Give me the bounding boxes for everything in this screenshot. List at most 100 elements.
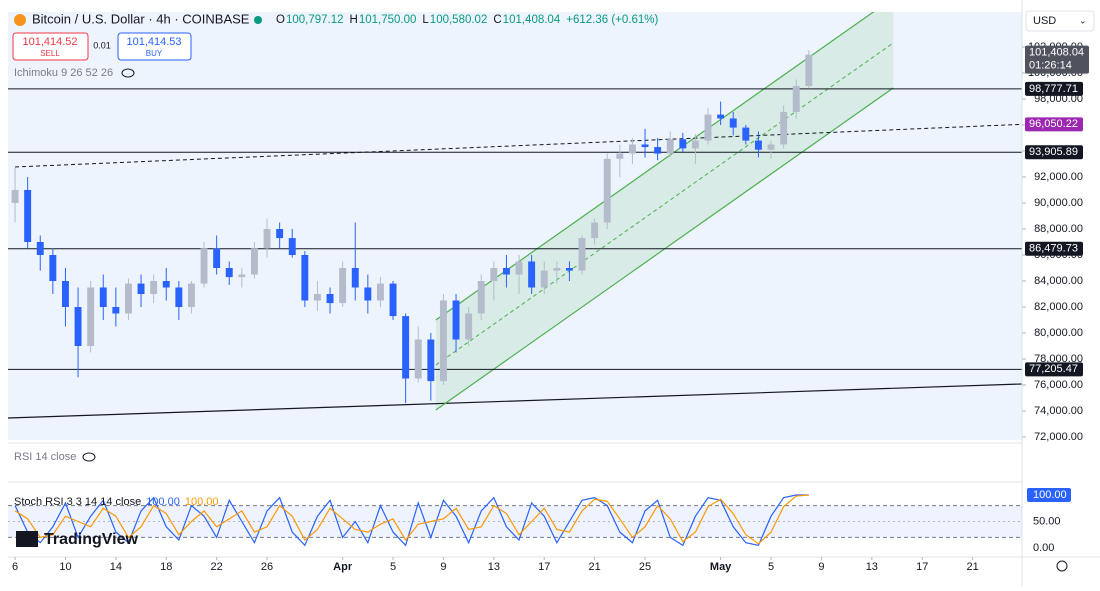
candle-body — [87, 287, 95, 347]
trendline — [8, 383, 1022, 419]
x-tick-label: 5 — [390, 561, 396, 573]
candle-body — [515, 261, 523, 275]
stoch-tick-label: 50.00 — [1033, 515, 1061, 527]
candle-body — [49, 254, 57, 281]
ohlc-key: H — [350, 14, 358, 26]
buy-label[interactable]: BUY — [146, 49, 163, 58]
level-label: 77,205.47 — [1029, 363, 1078, 375]
x-tick-label: 21 — [966, 561, 978, 573]
x-tick-label: May — [710, 561, 732, 573]
buy-button[interactable] — [117, 32, 192, 61]
stoch-line — [14, 494, 809, 545]
candle-body — [112, 306, 120, 314]
candle-body — [578, 238, 586, 271]
x-tick-label: 10 — [59, 561, 71, 573]
candle-body — [200, 248, 208, 284]
x-tick-label: 5 — [768, 561, 774, 573]
candle-body — [717, 114, 725, 119]
stoch-value-tag — [1027, 488, 1071, 502]
candle-body — [288, 238, 296, 255]
countdown: 01:26:14 — [1029, 60, 1072, 72]
candle-body — [402, 316, 410, 379]
candle-body — [313, 293, 321, 301]
level-label: 93,905.89 — [1029, 146, 1078, 158]
candle-body — [61, 280, 69, 307]
indicator-label: Ichimoku 9 26 52 26 — [14, 67, 113, 79]
sell-label[interactable]: SELL — [40, 49, 60, 58]
candle-body — [654, 147, 662, 154]
sell-price[interactable]: 101,414.52 — [22, 36, 77, 48]
candle-body — [364, 287, 372, 301]
buy-price[interactable]: 101,414.53 — [126, 36, 181, 48]
settings-icon[interactable] — [1056, 560, 1068, 572]
symbol-title: Bitcoin / U.S. Dollar · 4h · COINBASE — [32, 11, 250, 26]
btc-icon — [14, 14, 26, 26]
candle-body — [175, 287, 183, 307]
candle-body — [780, 111, 788, 145]
stoch-last: 100.00 — [185, 496, 219, 508]
candle-body — [389, 283, 397, 317]
channel-upper — [435, 12, 875, 321]
candle-body — [263, 228, 271, 249]
dropdown-arrow[interactable]: ⌄ — [1079, 15, 1087, 25]
candle-body — [351, 267, 359, 288]
candle-body — [427, 339, 435, 382]
candle-body — [36, 241, 44, 255]
level-tag — [1025, 362, 1083, 377]
level-tag — [1025, 81, 1083, 96]
currency-select[interactable] — [1025, 10, 1095, 32]
level-label: 98,777.71 — [1029, 83, 1078, 95]
level-label: 86,479.73 — [1029, 243, 1078, 255]
candle-body — [767, 144, 775, 150]
candle-body — [805, 54, 813, 86]
dashed-level-label: 96,050.22 — [1029, 118, 1078, 130]
candle-body — [150, 280, 158, 294]
candle-body — [666, 139, 674, 154]
candle-body — [452, 300, 460, 340]
candle-body — [339, 267, 347, 304]
main-pane — [8, 12, 1022, 440]
last-price-label: 101,408.04 — [1029, 47, 1084, 59]
x-tick-label: 26 — [261, 561, 273, 573]
candle-body — [124, 283, 132, 314]
main-plot — [8, 12, 1022, 419]
y-tick-label: 78,000.00 — [1034, 353, 1083, 365]
currency[interactable]: USD — [1033, 15, 1056, 27]
dashed-level-tag — [1025, 117, 1083, 132]
candle-body — [326, 293, 334, 304]
x-tick-label: Apr — [333, 561, 353, 573]
candle-body — [225, 267, 233, 278]
candle-body — [439, 300, 447, 382]
change: +612.36 (+0.61%) — [566, 14, 658, 26]
ohlc-key: C — [493, 14, 501, 26]
candle-body — [414, 339, 422, 379]
stoch-tick-label: 0.00 — [1033, 542, 1054, 554]
ohlc-value: 100,797.12 — [286, 14, 344, 26]
visibility-icon[interactable] — [82, 452, 96, 462]
candle-body — [187, 283, 195, 307]
candle-body — [301, 254, 309, 301]
stoch-plot — [8, 494, 1022, 547]
sell-button[interactable] — [12, 32, 89, 61]
stoch-name: Stoch RSI 3 3 14 14 close — [14, 496, 141, 508]
ohlc-key: O — [276, 14, 285, 26]
y-tick-label: 88,000.00 — [1034, 223, 1083, 235]
candle-body — [162, 280, 170, 288]
candle-body — [99, 287, 107, 307]
candle-body — [490, 267, 498, 281]
candle-body — [24, 189, 32, 242]
market-status — [254, 16, 262, 24]
candle-body — [616, 153, 624, 159]
y-tick-label: 72,000.00 — [1034, 431, 1083, 443]
ohlc-value: 100,580.02 — [430, 14, 488, 26]
visibility-icon[interactable] — [121, 68, 135, 78]
x-tick-label: 22 — [211, 561, 223, 573]
x-tick-label: 25 — [639, 561, 651, 573]
candle-body — [528, 261, 536, 288]
y-tick-label: 98,000.00 — [1034, 93, 1083, 105]
logo-mark — [16, 531, 38, 547]
candle-body — [628, 144, 636, 154]
candle-body — [74, 306, 82, 347]
candle-body — [540, 270, 548, 288]
candle-body — [679, 139, 687, 149]
